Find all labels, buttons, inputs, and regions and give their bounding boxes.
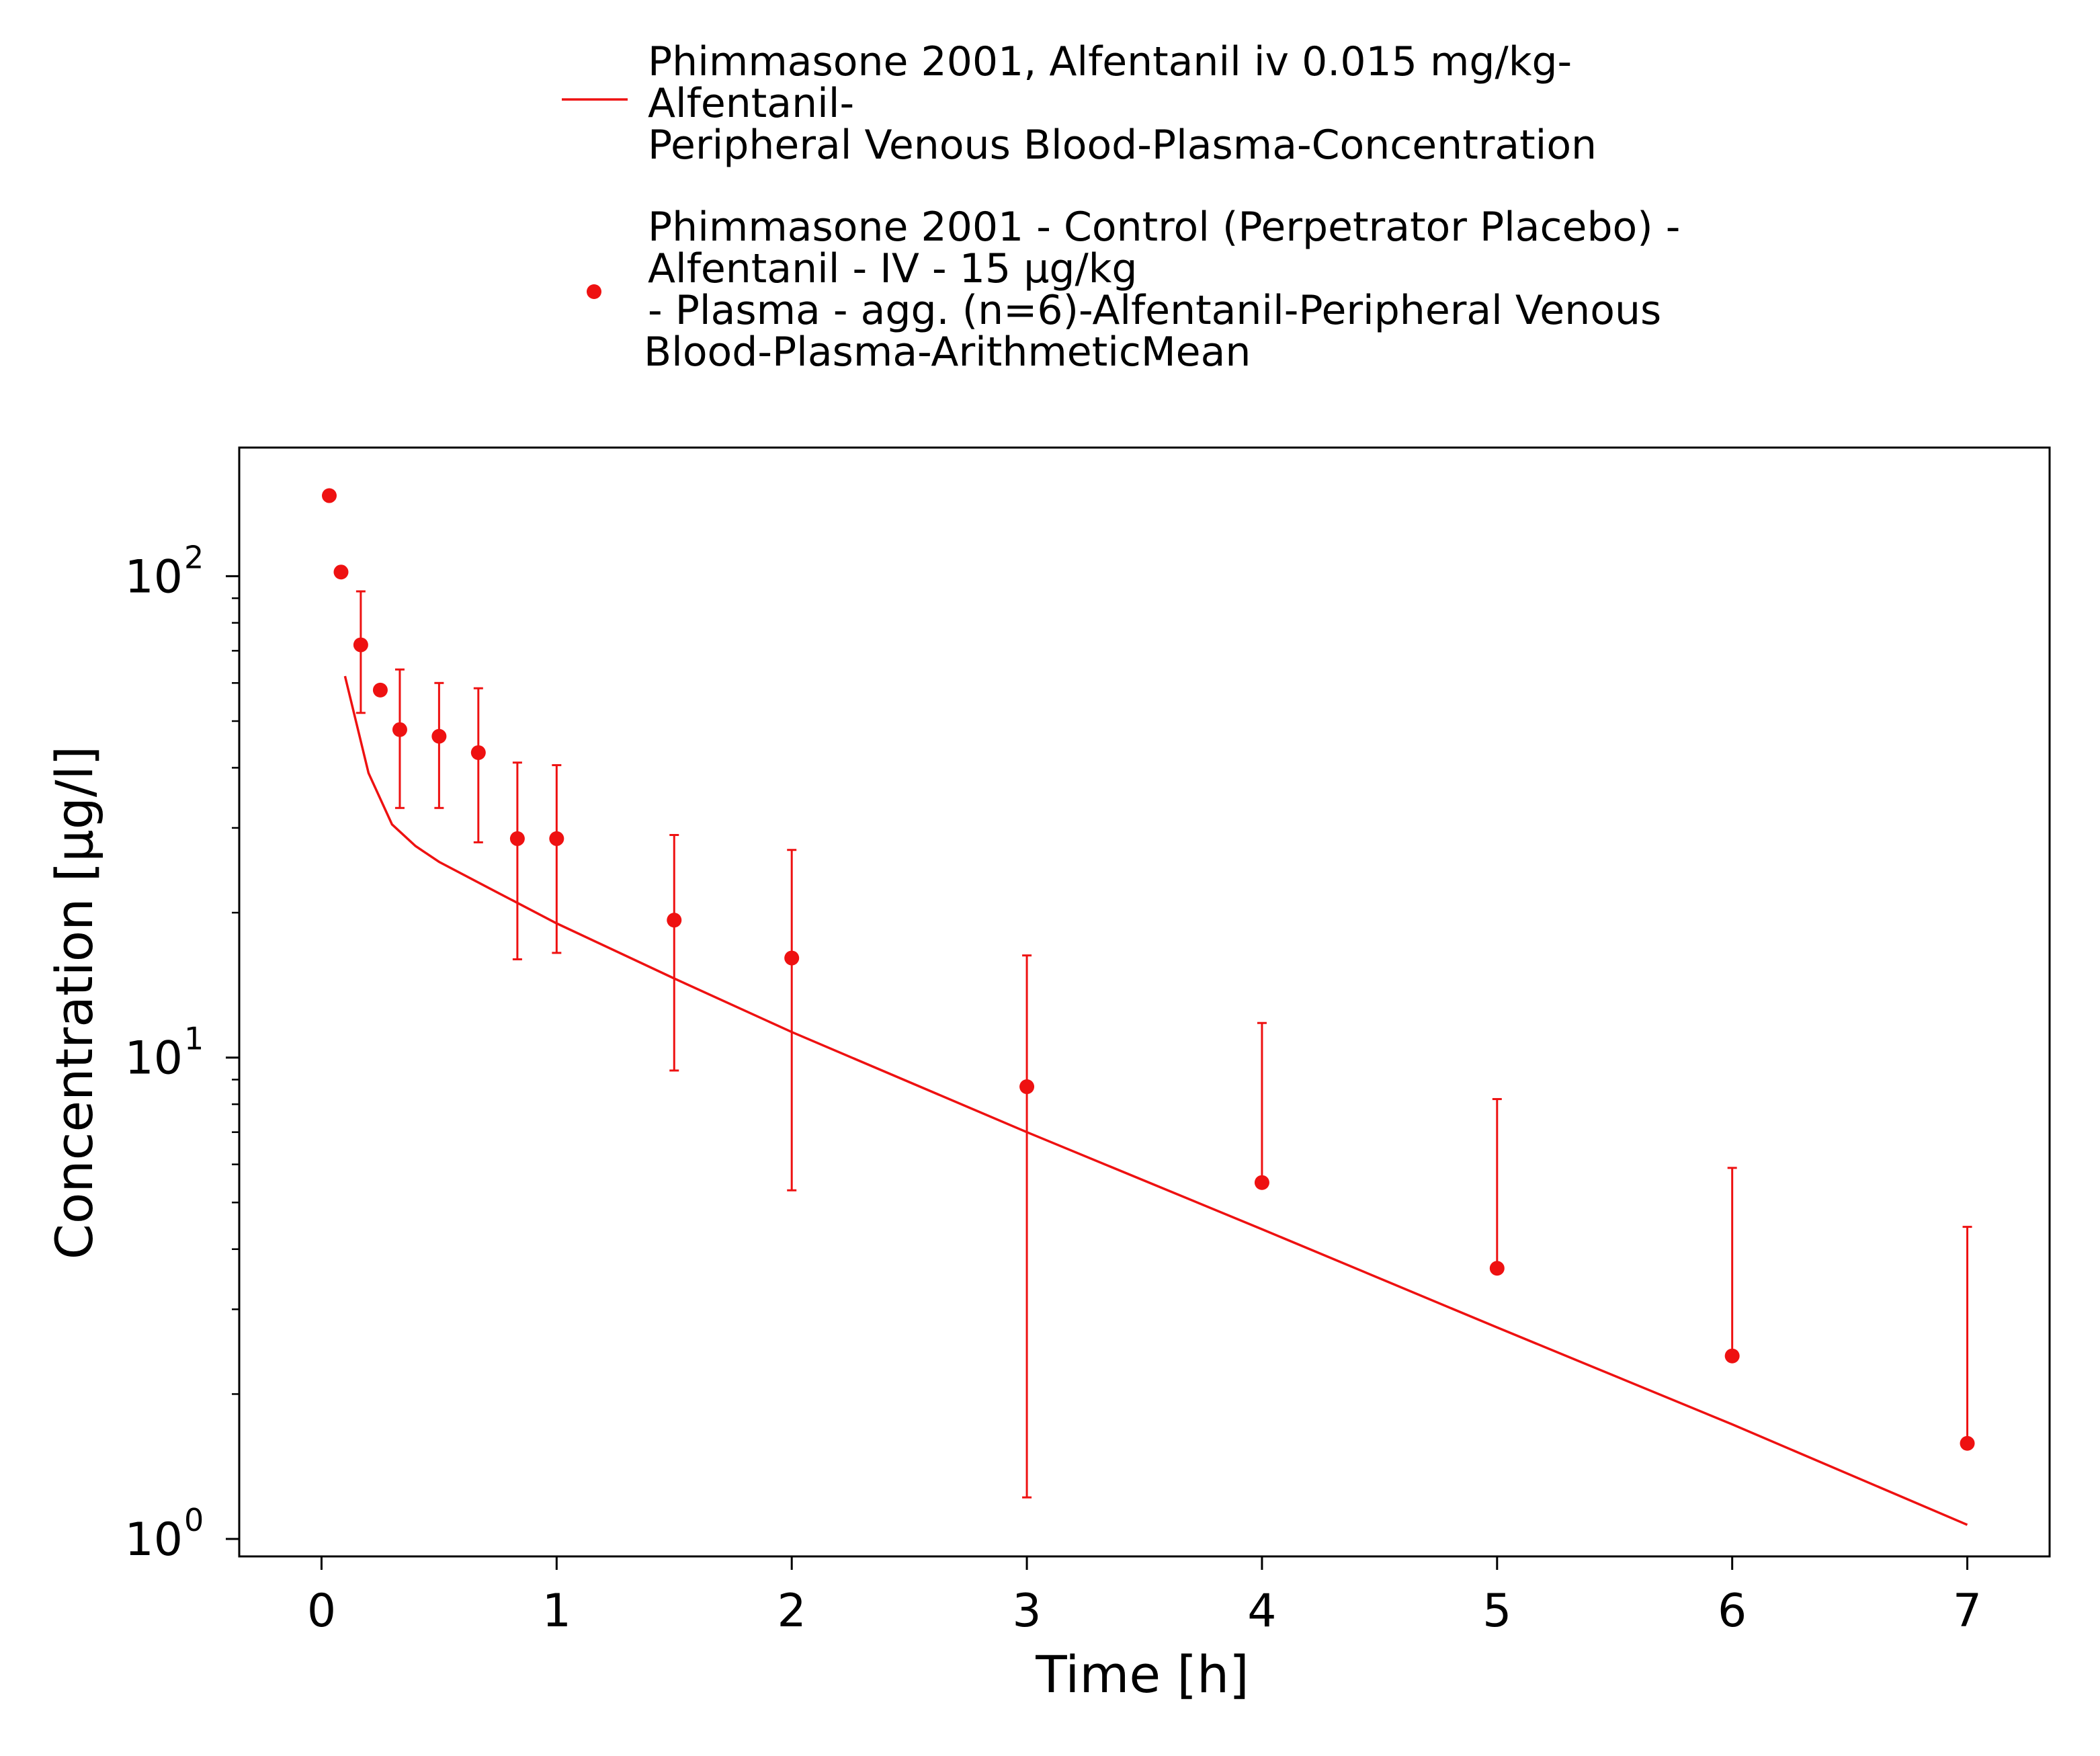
legend-entry-2-text: Blood-Plasma-ArithmeticMean bbox=[644, 329, 1251, 376]
y-tick-label: 10 bbox=[124, 1032, 183, 1085]
x-tick-label: 0 bbox=[307, 1585, 336, 1638]
observed-data-point bbox=[470, 745, 486, 760]
observed-data-point bbox=[1724, 1348, 1740, 1364]
legend-entry-1-text: Peripheral Venous Blood-Plasma-Concentra… bbox=[648, 122, 1597, 169]
x-tick-label: 7 bbox=[1953, 1585, 1982, 1638]
y-tick-exponent: 1 bbox=[184, 1021, 204, 1057]
observed-data-point bbox=[431, 728, 447, 744]
observed-data-point bbox=[667, 913, 682, 928]
observed-data-point bbox=[372, 682, 388, 698]
legend-entry-2-text: Phimmasone 2001 - Control (Perpetrator P… bbox=[648, 204, 1680, 251]
x-tick-label: 3 bbox=[1012, 1585, 1041, 1638]
x-tick-label: 5 bbox=[1482, 1585, 1511, 1638]
observed-data-point bbox=[353, 637, 368, 653]
x-tick-label: 4 bbox=[1247, 1585, 1276, 1638]
plot-frame bbox=[238, 446, 2051, 1558]
y-tick-exponent: 2 bbox=[184, 539, 204, 575]
observed-data-point bbox=[392, 722, 407, 737]
y-tick-exponent: 0 bbox=[184, 1502, 204, 1538]
legend: Phimmasone 2001, Alfentanil iv 0.015 mg/… bbox=[562, 38, 1680, 376]
legend-entry-2-text: - Plasma - agg. (n=6)-Alfentanil-Periphe… bbox=[648, 287, 1661, 334]
observed-data-point bbox=[509, 831, 525, 846]
observed-data-point bbox=[549, 831, 564, 846]
y-tick-label: 10 bbox=[124, 1513, 183, 1566]
x-axis-title: Time [h] bbox=[1035, 1644, 1249, 1704]
x-tick-label: 1 bbox=[542, 1585, 571, 1638]
observed-data-point bbox=[1254, 1175, 1269, 1190]
observed-data-point bbox=[333, 565, 349, 580]
legend-entry-1-text: Alfentanil- bbox=[648, 80, 854, 127]
series-layer bbox=[322, 488, 1975, 1526]
observed-data-point bbox=[1489, 1261, 1505, 1276]
observed-data-point bbox=[1019, 1079, 1035, 1095]
y-axis-title: Concentration [µg/l] bbox=[44, 746, 104, 1259]
legend-entry-2-text: Alfentanil - IV - 15 µg/kg bbox=[648, 245, 1138, 292]
observed-data-point bbox=[1960, 1435, 1975, 1451]
observed-data-point bbox=[322, 488, 337, 503]
legend-entry-1-text: Phimmasone 2001, Alfentanil iv 0.015 mg/… bbox=[648, 38, 1572, 85]
observed-data-point bbox=[784, 950, 800, 966]
x-tick-label: 6 bbox=[1718, 1585, 1747, 1638]
x-tick-label: 2 bbox=[778, 1585, 806, 1638]
simulation-line bbox=[343, 675, 1968, 1526]
x-axis: 0 1 2 3 4 5 6 7 bbox=[307, 1556, 1982, 1638]
y-tick-label: 10 bbox=[124, 550, 183, 603]
legend-dot-marker bbox=[587, 284, 601, 299]
